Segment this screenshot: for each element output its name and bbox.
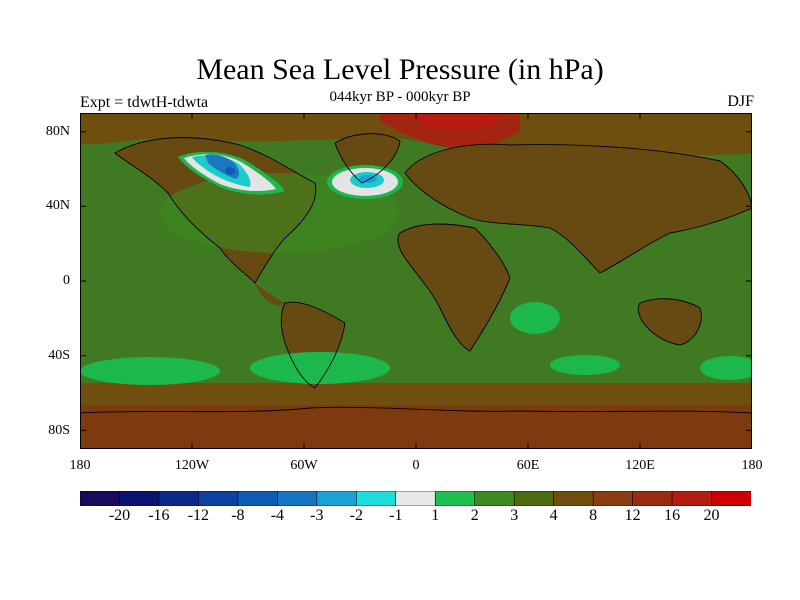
season-label: DJF <box>727 93 754 110</box>
colorbar-label: -8 <box>231 507 245 524</box>
lon-label-180e: 180 <box>741 458 763 473</box>
lon-label-120e: 120E <box>625 458 655 473</box>
colorbar-swatch <box>277 491 318 506</box>
experiment-label: Expt = tdwtH-tdwta <box>80 94 209 111</box>
colorbar-swatch <box>553 491 594 506</box>
lat-label-0: 0 <box>63 273 70 288</box>
colorbar-label: 20 <box>703 507 720 524</box>
colorbar-swatch <box>237 491 279 506</box>
colorbar-swatch <box>158 491 200 506</box>
colorbar-swatch <box>80 491 121 506</box>
colorbar-label: 3 <box>510 507 519 524</box>
tasman-anomaly <box>700 356 752 380</box>
colorbar-swatch <box>474 491 515 506</box>
colorbar-label: 8 <box>589 507 598 524</box>
colorbar-swatch <box>355 491 397 506</box>
south-indian-anomaly <box>550 355 620 375</box>
colorbar-swatch <box>671 491 713 506</box>
south-atlantic-anomaly <box>250 352 390 384</box>
central-america <box>255 283 285 306</box>
chart-title: Mean Sea Level Pressure (in hPa) <box>196 53 604 86</box>
lat-label-40s: 40S <box>48 348 70 363</box>
colorbar-swatch <box>316 491 358 506</box>
eurasia <box>405 144 752 273</box>
arctic-high-region-2 <box>410 113 500 131</box>
lat-label-80s: 80S <box>48 423 70 438</box>
colorbar-label: -2 <box>349 507 363 524</box>
lon-ticks <box>191 113 641 449</box>
lon-label-120w: 120W <box>174 458 210 473</box>
colorbar-swatch <box>434 491 476 506</box>
chart-subtitle: 044kyr BP - 000kyr BP <box>329 89 471 105</box>
colorbar <box>80 491 751 506</box>
colorbar-swatch <box>395 491 437 506</box>
colorbar-label: 1 <box>431 507 440 524</box>
colorbar-label: -20 <box>108 507 131 524</box>
colorbar-label: -4 <box>270 507 285 524</box>
colorbar-label: 16 <box>664 507 681 524</box>
lon-label-60w: 60W <box>290 458 318 473</box>
colorbar-swatch <box>513 491 555 506</box>
colorbar-label: 2 <box>470 507 479 524</box>
lon-label-0: 0 <box>412 458 420 473</box>
lat-ticks <box>80 131 752 431</box>
colorbar-label: 12 <box>624 507 641 524</box>
colorbar-swatch <box>711 491 751 506</box>
south-pacific-anomaly <box>80 357 220 385</box>
lon-label-60e: 60E <box>516 458 540 473</box>
colorbar-label: -16 <box>148 507 170 524</box>
colorbar-swatch <box>632 491 673 506</box>
colorbar-label: -12 <box>187 507 210 524</box>
colorbar-swatch <box>198 491 239 506</box>
indian-ocean-anomaly <box>510 302 560 334</box>
lat-label-80n: 80N <box>45 124 70 139</box>
colorbar-swatch <box>592 491 634 506</box>
southern-polar-band-dark <box>80 405 752 449</box>
coastlines <box>80 133 752 414</box>
lon-label-180w: 180 <box>69 458 91 473</box>
colorbar-swatch <box>119 491 160 506</box>
colorbar-label: -1 <box>389 507 403 524</box>
pressure-map <box>80 113 752 449</box>
laurentide-low-core <box>225 167 235 175</box>
lat-label-40n: 40N <box>45 198 70 213</box>
colorbar-label: 4 <box>549 507 558 524</box>
africa <box>397 224 510 351</box>
colorbar-label: -3 <box>310 507 324 524</box>
